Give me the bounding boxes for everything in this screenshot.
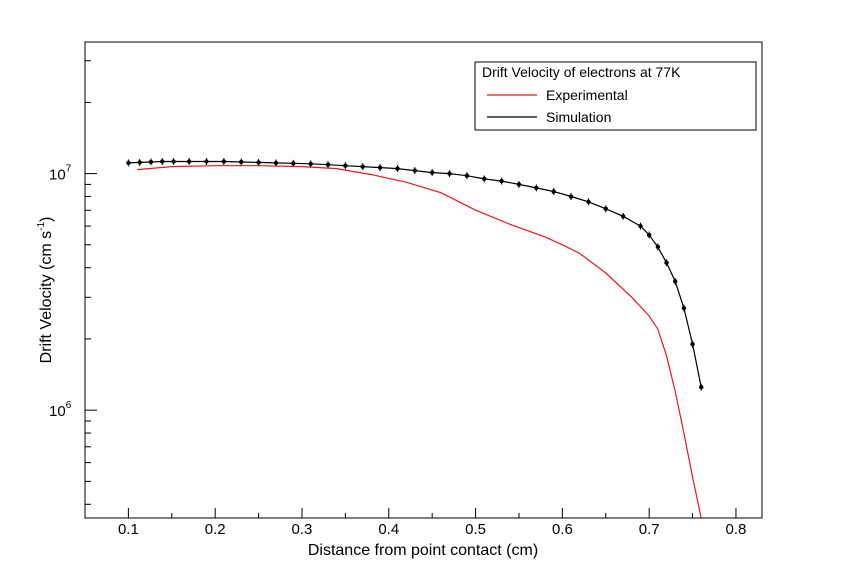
plot-frame [84, 41, 763, 519]
data-point [568, 194, 574, 199]
data-point [673, 279, 678, 284]
data-point [186, 159, 192, 164]
data-point [343, 163, 348, 168]
data-point [395, 166, 400, 171]
y-tick-label: 106 [49, 400, 72, 420]
data-point [464, 173, 470, 178]
x-tick-label: 0.7 [639, 521, 660, 538]
data-point [447, 171, 452, 176]
y-axis: 106 107 [49, 60, 97, 505]
x-tick-label: 0.6 [552, 521, 573, 538]
plot-series [126, 157, 704, 518]
x-tick-label: 0.1 [118, 521, 139, 538]
x-tick-label: 0.3 [292, 521, 313, 538]
y-tick-label: 107 [49, 164, 72, 184]
data-point [620, 214, 626, 219]
data-point [429, 170, 435, 175]
data-point [586, 199, 591, 204]
data-point [638, 223, 643, 229]
data-point [690, 342, 695, 347]
y-axis-title-close: ) [38, 217, 55, 222]
data-point [291, 161, 296, 166]
x-tick-label: 0.5 [465, 521, 486, 538]
data-point [681, 305, 687, 311]
data-point [137, 160, 142, 165]
data-point [126, 160, 131, 166]
series-line-experimental [137, 165, 702, 518]
legend: Drift Velocity of electrons at 77K Exper… [474, 61, 757, 131]
data-point [204, 159, 209, 164]
y-axis-title-superscript: -1 [36, 222, 47, 231]
data-point [412, 168, 418, 173]
data-point [482, 176, 487, 182]
data-point [360, 164, 365, 169]
data-point [308, 161, 313, 167]
data-point [664, 260, 669, 265]
legend-label-simulation: Simulation [546, 109, 611, 125]
y-axis-title-main: Drift Velocity (cm s [38, 231, 55, 363]
data-point [221, 159, 227, 164]
data-point [603, 206, 608, 211]
data-point [160, 159, 165, 164]
x-axis-title: Distance from point contact (cm) [308, 542, 538, 559]
data-point [377, 165, 383, 170]
data-point [325, 162, 331, 167]
data-point [239, 159, 244, 165]
data-point [148, 159, 154, 165]
x-tick-label: 0.4 [378, 521, 399, 538]
data-point [256, 160, 261, 165]
data-point [273, 160, 279, 166]
data-point [655, 244, 661, 250]
data-point [646, 232, 652, 238]
legend-box [474, 61, 757, 131]
data-point [699, 385, 704, 390]
data-point [551, 189, 556, 194]
legend-label-experimental: Experimental [546, 87, 628, 103]
series-line-simulation [128, 160, 702, 388]
data-point [516, 182, 522, 187]
data-point [499, 178, 504, 184]
x-tick-label: 0.2 [205, 521, 226, 538]
data-point [171, 159, 176, 164]
x-axis: 0.1 0.2 0.3 0.4 0.5 0.6 0.7 0.8 [84, 508, 747, 538]
x-tick-label: 0.8 [726, 521, 747, 538]
data-point [534, 185, 539, 191]
legend-header: Drift Velocity of electrons at 77K [482, 64, 681, 80]
y-axis-title: Drift Velocity (cm s-1) [36, 217, 55, 364]
